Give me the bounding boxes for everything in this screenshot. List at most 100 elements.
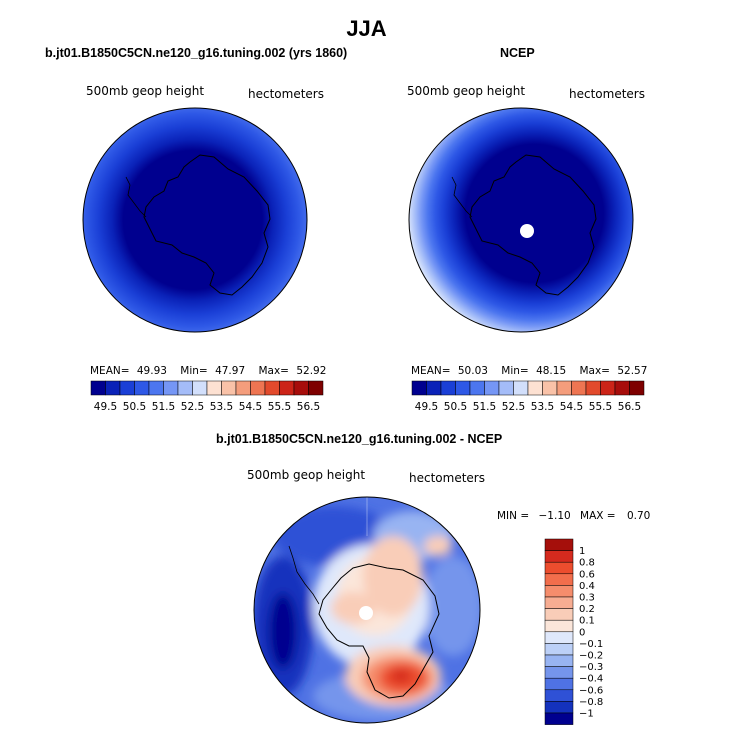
- panel-ncep-variable-label: 500mb geop height: [407, 84, 526, 98]
- colorbar-tick-label: −1: [579, 709, 594, 720]
- colorbar-tick-label: 50.5: [123, 401, 146, 413]
- colorbar-swatch: [544, 712, 574, 725]
- colorbar-swatch: [498, 380, 514, 396]
- colorbar-swatch: [585, 380, 601, 396]
- colorbar-swatch: [119, 380, 135, 396]
- panel-ncep-map: [408, 107, 634, 333]
- colorbar-swatch: [513, 380, 529, 396]
- colorbar-tick-label: 0.2: [579, 604, 595, 615]
- colorbar-swatch: [544, 666, 574, 679]
- panel-model-mean-label: MEAN=: [90, 365, 130, 377]
- panel-ncep-pole-mask: [520, 224, 534, 238]
- colorbar-tick-label: 56.5: [297, 401, 320, 413]
- panel-model-field: [83, 108, 307, 332]
- colorbar-swatch: [544, 701, 574, 714]
- colorbar-tick-label: 53.5: [210, 401, 233, 413]
- colorbar-swatch: [527, 380, 543, 396]
- panel-diff-antarctica-outline: [318, 563, 440, 699]
- panel-diff-border: [253, 496, 481, 724]
- colorbar-tick-label: 53.5: [531, 401, 554, 413]
- colorbar-tick-label: 51.5: [473, 401, 496, 413]
- colorbar-swatch: [544, 573, 574, 586]
- panel-ncep-border: [408, 107, 634, 333]
- panel-model-antarctica-outline: [143, 154, 271, 296]
- panel-model-colorbar: 49.5 50.5 51.5 52.5 53.5 54.5 55.5 56.5: [90, 380, 324, 413]
- panel-ncep-stats: MEAN= 50.03 Min= 48.15 Max= 52.57: [411, 365, 647, 377]
- colorbar-swatch: [544, 550, 574, 563]
- colorbar-tick-label: 52.5: [502, 401, 525, 413]
- colorbar-tick-label: 0.6: [579, 569, 595, 580]
- colorbar-swatch: [544, 677, 574, 691]
- colorbar-swatch: [221, 380, 237, 396]
- colorbar-tick-label: 0.3: [579, 593, 595, 604]
- colorbar-swatch: [600, 380, 616, 396]
- colorbar-swatch: [134, 380, 150, 396]
- panel-diff-peninsula: [288, 545, 320, 605]
- colorbar-swatch: [426, 380, 442, 396]
- panel-diff-stats: MIN = −1.10 MAX = 0.70: [497, 510, 650, 522]
- colorbar-swatch: [90, 380, 106, 396]
- colorbar-tick-label: 0: [579, 627, 585, 638]
- panel-diff-min-value: −1.10: [538, 510, 571, 522]
- colorbar-swatch: [544, 654, 574, 667]
- colorbar-swatch: [484, 380, 500, 396]
- panel-model-min-value: 47.97: [215, 365, 246, 377]
- colorbar-swatch: [250, 380, 266, 396]
- panel-model-stats: MEAN= 49.93 Min= 47.97 Max= 52.92: [90, 365, 326, 377]
- panel-model-units-label: hectometers: [248, 87, 324, 101]
- colorbar-swatch: [542, 380, 558, 396]
- colorbar-swatch: [544, 689, 574, 702]
- panel-ncep-field: [409, 108, 633, 332]
- panel-diff-min-label: MIN =: [497, 510, 530, 522]
- colorbar-swatch: [192, 380, 208, 396]
- colorbar-swatch: [571, 380, 587, 396]
- colorbar-tick-label: 50.5: [444, 401, 467, 413]
- panel-ncep-antarctica-outline: [469, 154, 597, 296]
- colorbar-swatch: [308, 380, 324, 396]
- colorbar-swatch: [411, 380, 427, 396]
- colorbar-tick-label: 54.5: [239, 401, 262, 413]
- colorbar-tick-label: 0.1: [579, 616, 595, 627]
- panel-diff-variable-label: 500mb geop height: [247, 468, 366, 482]
- colorbar-tick-label: −0.2: [579, 651, 603, 662]
- panel-diff-pole-mask: [359, 606, 373, 620]
- colorbar-swatch: [163, 380, 179, 396]
- colorbar-swatch: [469, 380, 485, 396]
- colorbar-tick-label: −0.4: [579, 674, 603, 685]
- colorbar-swatch: [293, 380, 309, 396]
- colorbar-tick-label: 54.5: [560, 401, 583, 413]
- colorbar-swatch: [455, 380, 471, 396]
- panel-ncep-mean-value: 50.03: [457, 365, 488, 377]
- colorbar-tick-label: −0.8: [579, 697, 603, 708]
- panel-model-title: b.jt01.B1850C5CN.ne120_g16.tuning.002 (y…: [45, 46, 348, 60]
- panel-model-max-label: Max=: [258, 365, 289, 377]
- panel-model-map: [82, 107, 308, 333]
- colorbar-swatch: [279, 380, 295, 396]
- colorbar-swatch: [544, 619, 574, 633]
- panel-ncep-title: NCEP: [500, 46, 535, 60]
- colorbar-swatch: [544, 561, 574, 575]
- panel-model-variable-label: 500mb geop height: [86, 84, 205, 98]
- panel-ncep-max-label: Max=: [579, 365, 610, 377]
- colorbar-swatch: [544, 585, 574, 598]
- colorbar-swatch: [544, 643, 574, 656]
- colorbar-swatch: [105, 380, 121, 396]
- colorbar-swatch: [629, 380, 645, 396]
- panel-model-max-value: 52.92: [296, 365, 327, 377]
- panel-diff-map: [253, 496, 481, 724]
- colorbar-swatch: [440, 380, 456, 396]
- colorbar-tick-label: −0.1: [579, 639, 603, 650]
- panel-diff-units-label: hectometers: [409, 471, 485, 485]
- colorbar-tick-label: 49.5: [415, 401, 438, 413]
- panel-ncep-min-value: 48.15: [536, 365, 567, 377]
- colorbar-tick-label: −0.6: [579, 685, 603, 696]
- colorbar-tick-label: 52.5: [181, 401, 204, 413]
- colorbar-tick-label: 0.8: [579, 558, 595, 569]
- colorbar-tick-label: 56.5: [618, 401, 641, 413]
- colorbar-swatch: [177, 380, 193, 396]
- colorbar-tick-label: −0.3: [579, 662, 603, 673]
- colorbar-swatch: [614, 380, 630, 396]
- colorbar-swatch: [235, 380, 251, 396]
- colorbar-swatch: [544, 596, 574, 609]
